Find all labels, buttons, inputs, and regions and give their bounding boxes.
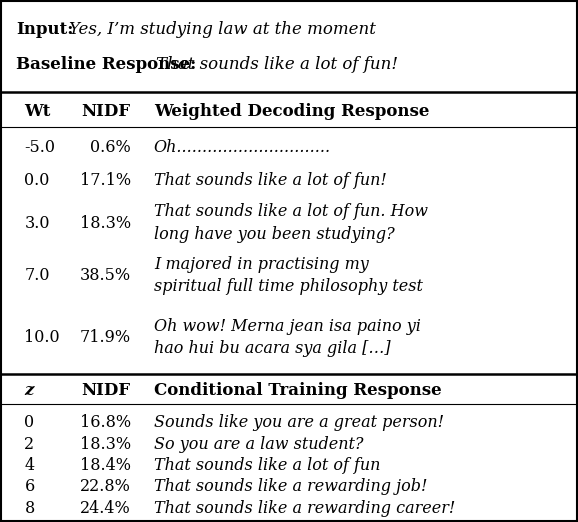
Text: 0.6%: 0.6% (90, 139, 131, 156)
Text: That sounds like a lot of fun. How
long have you been studying?: That sounds like a lot of fun. How long … (154, 204, 428, 243)
Text: 2: 2 (24, 436, 35, 453)
Text: Wt: Wt (24, 103, 51, 121)
Text: 10.0: 10.0 (24, 329, 60, 346)
Text: 18.4%: 18.4% (80, 457, 131, 474)
Text: NIDF: NIDF (81, 382, 131, 399)
Text: 71.9%: 71.9% (80, 329, 131, 346)
Text: 4: 4 (24, 457, 35, 474)
Text: Input:: Input: (16, 21, 73, 39)
Text: Yes, I’m studying law at the moment: Yes, I’m studying law at the moment (69, 21, 376, 39)
Text: 17.1%: 17.1% (80, 172, 131, 189)
Text: Sounds like you are a great person!: Sounds like you are a great person! (154, 414, 444, 432)
Text: 18.3%: 18.3% (80, 436, 131, 453)
Text: 3.0: 3.0 (24, 215, 50, 232)
Text: 7.0: 7.0 (24, 267, 50, 284)
Text: That sounds like a rewarding career!: That sounds like a rewarding career! (154, 500, 455, 517)
Text: That sounds like a lot of fun!: That sounds like a lot of fun! (154, 172, 387, 189)
Text: 0: 0 (24, 414, 35, 432)
Text: Baseline Response:: Baseline Response: (16, 56, 196, 73)
Text: 18.3%: 18.3% (80, 215, 131, 232)
Text: 0.0: 0.0 (24, 172, 50, 189)
Text: 38.5%: 38.5% (80, 267, 131, 284)
Text: Conditional Training Response: Conditional Training Response (154, 382, 442, 399)
Text: 6: 6 (24, 478, 35, 495)
Text: 16.8%: 16.8% (80, 414, 131, 432)
Text: I majored in practising my
spiritual full time philosophy test: I majored in practising my spiritual ful… (154, 256, 423, 295)
Text: 22.8%: 22.8% (80, 478, 131, 495)
Text: Weighted Decoding Response: Weighted Decoding Response (154, 103, 429, 121)
Text: NIDF: NIDF (81, 103, 131, 121)
Text: Oh..............................: Oh.............................. (154, 139, 331, 156)
Text: Oh wow! Merna jean isa paino yi
hao hui bu acara sya gila […]: Oh wow! Merna jean isa paino yi hao hui … (154, 318, 421, 358)
Text: So you are a law student?: So you are a law student? (154, 436, 364, 453)
Text: That sounds like a rewarding job!: That sounds like a rewarding job! (154, 478, 427, 495)
Text: 24.4%: 24.4% (80, 500, 131, 517)
Text: 8: 8 (24, 500, 35, 517)
Text: z: z (24, 382, 34, 399)
Text: -5.0: -5.0 (24, 139, 55, 156)
Text: That sounds like a lot of fun: That sounds like a lot of fun (154, 457, 380, 474)
Text: That sounds like a lot of fun!: That sounds like a lot of fun! (155, 56, 398, 73)
